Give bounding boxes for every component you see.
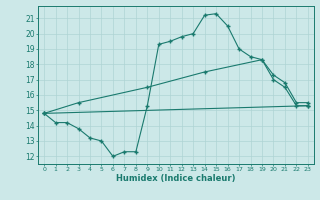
X-axis label: Humidex (Indice chaleur): Humidex (Indice chaleur) — [116, 174, 236, 183]
